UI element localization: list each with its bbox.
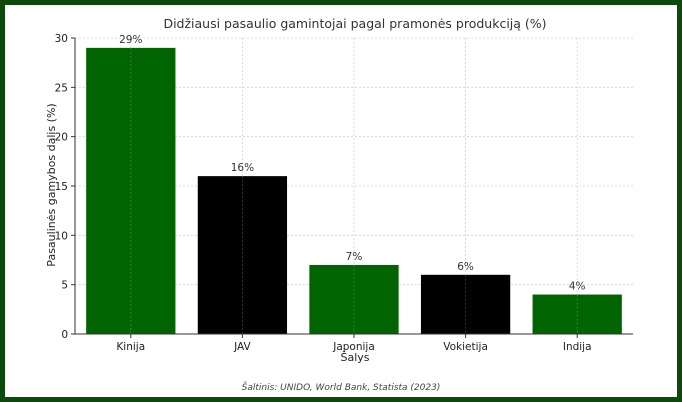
bar-jav <box>197 176 288 334</box>
y-tick-label: 15 <box>55 181 68 193</box>
x-ticks: Kinija JAV Japonija Vokietija Indija <box>116 334 592 353</box>
y-axis-label: Pasaulinės gamybos dalis (%) <box>45 103 58 266</box>
x-tick-label: Vokietija <box>443 341 488 353</box>
x-tick-label: Kinija <box>116 341 145 353</box>
y-tick-label: 5 <box>61 280 68 292</box>
bar-japonija <box>309 264 399 334</box>
data-label: 16% <box>231 162 254 174</box>
y-tick-label: 10 <box>55 230 68 242</box>
x-tick-label: Indija <box>563 341 592 353</box>
data-label: 7% <box>346 251 363 263</box>
y-tick-label: 20 <box>55 132 68 144</box>
x-axis-label: Šalys <box>340 351 369 364</box>
data-labels: 29% 16% 7% 6% 4% <box>119 34 585 293</box>
chart-title: Didžiausi pasaulio gamintojai pagal pram… <box>163 16 546 31</box>
bars <box>86 47 622 334</box>
bar-kinija <box>86 47 176 334</box>
y-ticks: 0 5 10 15 20 25 30 <box>55 33 75 341</box>
source-note: Šaltinis: UNIDO, World Bank, Statista (2… <box>242 381 441 393</box>
bar-indija <box>532 294 622 334</box>
bar-vokietija <box>420 274 511 334</box>
y-tick-label: 30 <box>55 33 68 45</box>
data-label: 6% <box>457 261 474 273</box>
x-tick-label: JAV <box>233 341 251 353</box>
y-tick-label: 0 <box>61 329 68 341</box>
data-label: 4% <box>569 281 586 293</box>
y-tick-label: 25 <box>55 82 68 94</box>
x-tick-label: Japonija <box>332 341 375 353</box>
data-label: 29% <box>119 34 142 46</box>
